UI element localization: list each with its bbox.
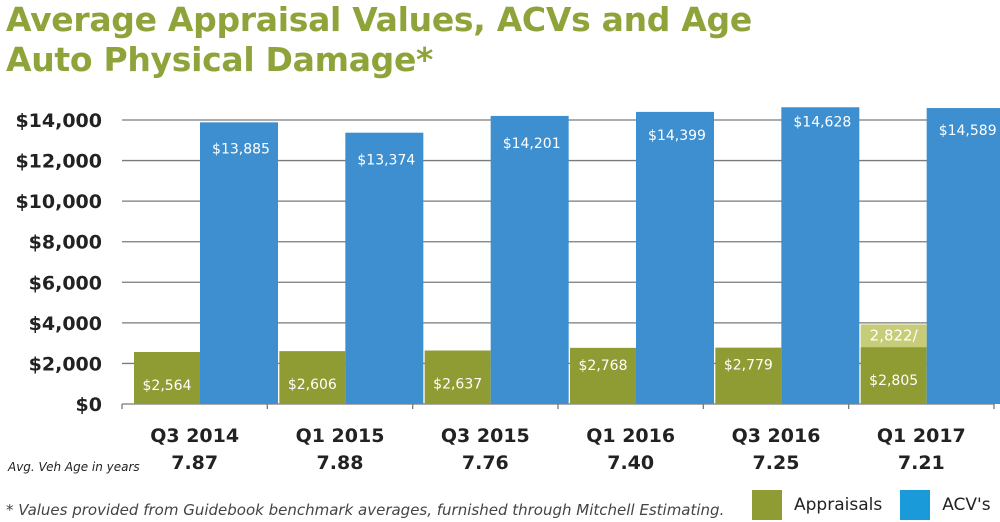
- legend-label-acvs: ACV's: [942, 495, 991, 515]
- x-tick-label: Q1 2017: [877, 425, 966, 447]
- data-label-appraisals: $2,779: [724, 358, 773, 374]
- title-line-2: Auto Physical Damage*: [6, 40, 434, 79]
- y-tick-label: $2,000: [29, 353, 102, 375]
- footnote: * Values provided from Guidebook benchma…: [6, 501, 725, 519]
- y-tick-label: $14,000: [15, 110, 102, 132]
- data-label-acvs: $14,628: [793, 114, 851, 130]
- annotation-bar-segment: [860, 324, 927, 348]
- data-label-acvs: $14,201: [503, 136, 561, 152]
- annotation-label: 2,822/: [870, 326, 919, 344]
- data-label-appraisals: $2,805: [869, 373, 918, 389]
- data-label-acvs: $13,885: [212, 141, 270, 157]
- data-label-acvs: $13,374: [357, 153, 415, 169]
- y-tick-label: $4,000: [29, 313, 102, 335]
- age-value: 7.21: [898, 452, 945, 474]
- legend-label-appraisals: Appraisals: [794, 495, 883, 515]
- bar-acvs: [926, 108, 1000, 405]
- data-label-acvs: $14,589: [939, 123, 997, 139]
- bar-appraisals: [570, 347, 636, 404]
- chart-title: Average Appraisal Values, ACVs and Age A…: [6, 0, 752, 80]
- age-value: 7.76: [462, 452, 509, 474]
- age-value: 7.40: [607, 452, 654, 474]
- age-value: 7.88: [317, 452, 364, 474]
- bar-appraisals: [860, 347, 927, 404]
- bar-acvs: [345, 132, 424, 404]
- data-label-appraisals: $2,637: [433, 377, 482, 393]
- x-tick-label: Q3 2016: [732, 425, 821, 447]
- bar-appraisals: [715, 347, 782, 404]
- y-tick-label: $8,000: [29, 232, 102, 254]
- age-row-label: Avg. Veh Age in years: [8, 460, 140, 474]
- y-tick-label: $0: [76, 394, 102, 416]
- x-tick-label: Q1 2015: [296, 425, 385, 447]
- bar-appraisals: [279, 351, 346, 404]
- y-tick-label: $10,000: [15, 191, 102, 213]
- data-label-appraisals: $2,564: [143, 378, 192, 394]
- y-tick-label: $6,000: [29, 272, 102, 294]
- bar-acvs: [636, 111, 714, 404]
- x-tick-label: Q1 2016: [586, 425, 675, 447]
- data-label-appraisals: $2,606: [288, 377, 337, 393]
- x-tick-label: Q3 2015: [441, 425, 530, 447]
- age-value: 7.25: [753, 452, 800, 474]
- age-value: 7.87: [171, 452, 218, 474]
- data-label-acvs: $14,399: [648, 128, 706, 144]
- bar-acvs: [781, 107, 860, 405]
- title-line-1: Average Appraisal Values, ACVs and Age: [6, 0, 752, 39]
- bar-appraisals: [134, 351, 200, 404]
- data-label-appraisals: $2,768: [579, 358, 628, 374]
- legend-swatch-appraisals: [752, 490, 782, 520]
- legend-swatch-acvs: [900, 490, 931, 520]
- bar-appraisals: [424, 350, 491, 404]
- bar-acvs: [200, 122, 278, 404]
- y-tick-label: $12,000: [15, 151, 102, 173]
- x-tick-label: Q3 2014: [150, 425, 239, 447]
- legend: Appraisals ACV's: [752, 490, 1000, 520]
- bar-acvs: [490, 115, 569, 404]
